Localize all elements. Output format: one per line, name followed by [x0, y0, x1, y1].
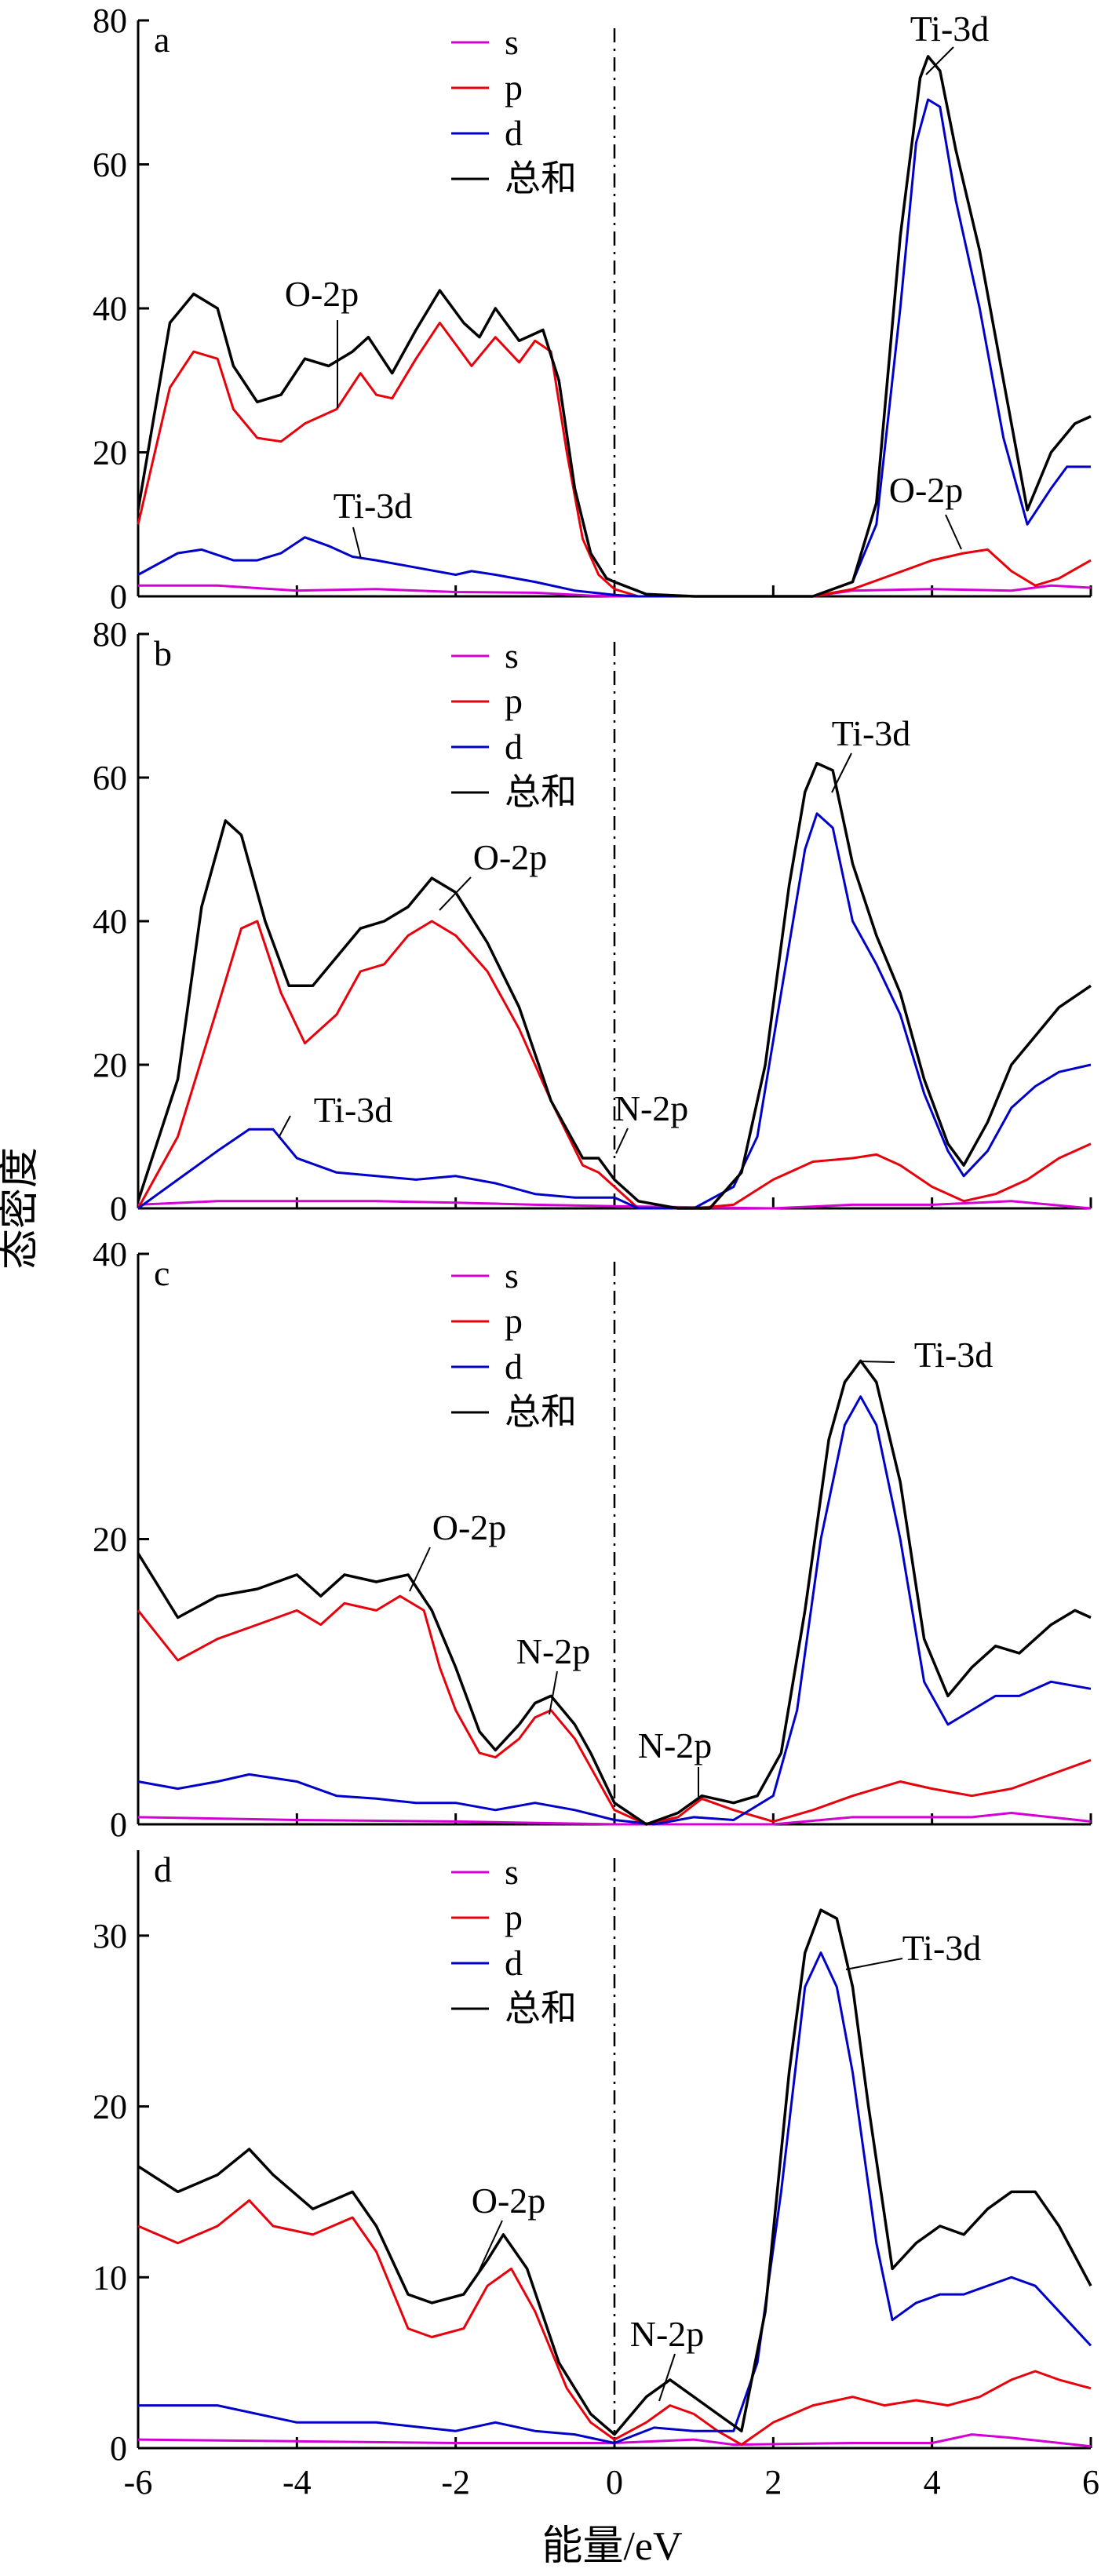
legend-label: 总和 — [505, 1988, 577, 2028]
series-line-d — [137, 812, 1092, 1210]
series-line-p — [137, 920, 1092, 1210]
panel-label: d — [154, 1849, 172, 1889]
y-axis-title: 态密度 — [0, 1147, 42, 1270]
series-line-s — [137, 2433, 1092, 2448]
series-line-total — [137, 761, 1092, 1210]
x-axis-title: 能量/eV — [541, 2524, 682, 2569]
y-tick-label: 60 — [93, 759, 127, 797]
legend-label: p — [505, 1897, 523, 1937]
annotation-leader — [859, 1361, 895, 1363]
y-tick-label: 0 — [110, 1190, 127, 1228]
y-tick-label: 0 — [110, 1805, 127, 1844]
annotation-label: Ti-3d — [832, 713, 911, 753]
panel-c: 0 20 40 c spd 总和 O-2p N-2p N-2p Ti-3d — [93, 1235, 1092, 1844]
annotation-leader — [845, 1958, 903, 1970]
x-tick-label: 4 — [924, 2463, 941, 2501]
y-tick-label: 0 — [110, 2429, 127, 2468]
y-tick-label: 60 — [93, 146, 127, 184]
series-line-total — [137, 1359, 1092, 1826]
panel-label: a — [154, 20, 170, 60]
panel-a: 0 20 40 60 80 a spd 总和 O-2p Ti-3d Ti-3d O-2p — [93, 2, 1092, 616]
annotation-leader — [352, 526, 362, 559]
series-line-total — [137, 1908, 1092, 2436]
x-tick-label: -2 — [441, 2463, 470, 2501]
y-tick-label: 20 — [93, 1521, 127, 1559]
annotation-leader — [945, 514, 962, 550]
annotation-leader — [831, 752, 852, 793]
annotation-leader — [658, 2353, 676, 2402]
x-tick-label: 0 — [606, 2463, 623, 2501]
x-tick-label: 2 — [764, 2463, 782, 2501]
series-line-s — [137, 1812, 1092, 1826]
annotation-leader — [549, 1671, 558, 1715]
annotation-leader — [409, 1547, 431, 1592]
y-tick-label: 80 — [93, 615, 127, 654]
annotation-label: O-2p — [432, 1507, 507, 1547]
annotation-label: O-2p — [889, 470, 964, 510]
annotation-label: N-2p — [516, 1631, 591, 1671]
y-tick-label: 10 — [93, 2258, 127, 2297]
series-line-d — [137, 1395, 1092, 1826]
series-line-p — [137, 2199, 1092, 2447]
annotation-label: O-2p — [473, 837, 548, 877]
series-line-d — [138, 1951, 1092, 2444]
y-tick-label: 0 — [110, 578, 127, 616]
y-tick-label: 40 — [93, 902, 127, 941]
y-tick-label: 80 — [93, 2, 127, 40]
x-tick-label: -4 — [283, 2463, 312, 2501]
legend-label: s — [505, 1852, 519, 1892]
legend-label: p — [505, 1301, 523, 1341]
legend-label: s — [505, 22, 519, 62]
annotation-label: N-2p — [614, 1088, 689, 1128]
annotation-leader — [278, 1115, 291, 1139]
panel-label: b — [154, 633, 172, 673]
legend-label: p — [505, 681, 523, 721]
legend-label: 总和 — [505, 772, 577, 812]
annotation-leader — [925, 46, 954, 75]
series-line-p — [137, 1594, 1092, 1826]
y-tick-label: 40 — [93, 1235, 127, 1273]
series-line-s — [138, 584, 1092, 598]
annotation-label: Ti-3d — [910, 9, 990, 49]
legend-label: d — [505, 113, 523, 153]
annotation-label: O-2p — [472, 2181, 546, 2221]
y-tick-label: 20 — [93, 1046, 127, 1084]
series-line-total — [137, 55, 1092, 598]
x-tick-label: 6 — [1082, 2463, 1099, 2501]
legend-label: 总和 — [505, 158, 577, 199]
series-line-d — [137, 98, 1091, 598]
legend-label: d — [505, 1943, 523, 1983]
annotation-label: Ti-3d — [914, 1335, 994, 1375]
y-tick-label: 30 — [93, 1917, 127, 1955]
annotation-label: Ti-3d — [902, 1928, 982, 1968]
x-tick-label: -6 — [124, 2463, 153, 2501]
legend-label: s — [505, 636, 519, 676]
annotation-leader — [615, 1128, 629, 1154]
legend-label: d — [505, 1346, 523, 1386]
legend-label: 总和 — [505, 1392, 577, 1432]
legend-label: d — [505, 727, 523, 767]
annotation-label: N-2p — [630, 2314, 705, 2354]
series-line-s — [137, 1200, 1092, 1210]
y-tick-label: 40 — [93, 290, 127, 328]
legend-label: s — [505, 1255, 519, 1295]
panel-label: c — [154, 1253, 170, 1293]
y-tick-label: 20 — [93, 434, 127, 472]
annotation-leader — [439, 876, 472, 911]
series-line-p — [137, 321, 1092, 598]
annotation-label: N-2p — [638, 1725, 713, 1765]
annotation-leader — [478, 2220, 503, 2272]
legend-label: p — [505, 67, 523, 107]
y-tick-label: 20 — [93, 2088, 127, 2126]
annotation-label: Ti-3d — [314, 1090, 393, 1130]
annotation-label: O-2p — [285, 274, 359, 314]
annotation-label: Ti-3d — [334, 486, 413, 526]
panel-b: 0 20 40 60 80 b spd 总和 O-2p Ti-3d Ti-3d N-2p — [93, 615, 1092, 1228]
